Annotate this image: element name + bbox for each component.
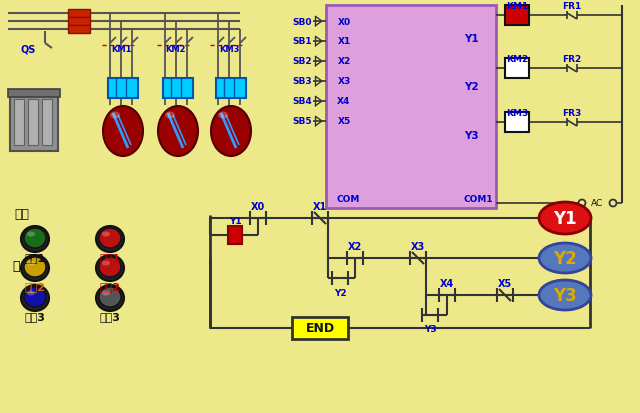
Text: Y2: Y2 <box>333 288 346 297</box>
Text: COM1: COM1 <box>463 194 493 203</box>
Ellipse shape <box>158 107 198 157</box>
Text: X3: X3 <box>411 242 425 252</box>
Ellipse shape <box>102 261 110 266</box>
Text: 启动2: 启动2 <box>24 281 45 291</box>
Text: Y3: Y3 <box>424 325 436 334</box>
Ellipse shape <box>539 202 591 235</box>
Bar <box>228 226 242 244</box>
Text: SB3: SB3 <box>292 77 312 86</box>
Ellipse shape <box>24 287 46 307</box>
Bar <box>505 6 529 26</box>
Text: AC: AC <box>591 199 603 208</box>
Text: X4: X4 <box>440 278 454 288</box>
Bar <box>68 26 90 34</box>
Ellipse shape <box>99 287 121 307</box>
Bar <box>505 113 529 133</box>
Text: X5: X5 <box>337 117 351 126</box>
Text: KM3: KM3 <box>506 108 528 117</box>
Ellipse shape <box>24 228 46 248</box>
Ellipse shape <box>110 112 120 119</box>
Text: COM: COM <box>336 194 360 203</box>
Bar <box>8 90 60 98</box>
Bar <box>505 59 529 79</box>
Text: 电源: 电源 <box>15 207 29 220</box>
Text: X0: X0 <box>337 17 351 26</box>
Text: Y3: Y3 <box>464 131 478 141</box>
Circle shape <box>579 200 586 207</box>
Text: FR1: FR1 <box>563 2 582 10</box>
Text: SB1: SB1 <box>292 38 312 46</box>
Bar <box>10 94 58 152</box>
Ellipse shape <box>99 257 121 277</box>
Text: SB2: SB2 <box>292 57 312 66</box>
Text: KM1: KM1 <box>506 2 528 10</box>
Bar <box>68 18 90 26</box>
Ellipse shape <box>103 107 143 157</box>
Text: X2: X2 <box>337 57 351 66</box>
Bar <box>108 79 138 99</box>
Ellipse shape <box>218 112 228 119</box>
Text: QS: QS <box>20 45 36 55</box>
Text: KM3: KM3 <box>219 44 239 53</box>
Text: X2: X2 <box>348 242 362 252</box>
Ellipse shape <box>96 226 124 252</box>
Text: Y1: Y1 <box>228 217 241 226</box>
Text: X1: X1 <box>313 202 327 211</box>
Text: FR2: FR2 <box>563 55 582 63</box>
Text: X0: X0 <box>251 202 265 211</box>
Ellipse shape <box>96 285 124 311</box>
Text: Y1: Y1 <box>464 34 478 44</box>
Text: KM1: KM1 <box>111 44 131 53</box>
Text: X4: X4 <box>337 97 351 106</box>
Bar <box>216 79 246 99</box>
Text: SB4: SB4 <box>292 97 312 106</box>
Text: 启动3: 启动3 <box>24 311 45 321</box>
Text: 启动1: 启动1 <box>24 252 45 262</box>
Ellipse shape <box>99 228 121 248</box>
Ellipse shape <box>21 255 49 281</box>
Ellipse shape <box>27 261 35 266</box>
Ellipse shape <box>211 107 251 157</box>
Ellipse shape <box>21 285 49 311</box>
Bar <box>292 317 348 339</box>
Ellipse shape <box>102 291 110 296</box>
Ellipse shape <box>27 291 35 296</box>
Text: 停止3: 停止3 <box>100 311 120 321</box>
Text: 🔥: 🔥 <box>12 259 20 272</box>
Text: X3: X3 <box>337 77 351 86</box>
Text: Y2: Y2 <box>464 82 478 92</box>
Text: Y3: Y3 <box>553 286 577 304</box>
Ellipse shape <box>21 226 49 252</box>
Text: X5: X5 <box>498 278 512 288</box>
Text: END: END <box>305 322 335 335</box>
Text: 停止2: 停止2 <box>99 281 120 291</box>
Text: Y2: Y2 <box>553 249 577 267</box>
Text: FR3: FR3 <box>563 108 582 117</box>
Ellipse shape <box>102 232 110 237</box>
Bar <box>68 10 90 18</box>
Bar <box>163 79 193 99</box>
Ellipse shape <box>96 255 124 281</box>
Text: SB0: SB0 <box>292 17 312 26</box>
Ellipse shape <box>165 112 175 119</box>
Text: Y1: Y1 <box>553 209 577 228</box>
Bar <box>42 100 52 146</box>
Ellipse shape <box>27 232 35 237</box>
Bar <box>326 6 496 209</box>
Text: X1: X1 <box>337 38 351 46</box>
Text: KM2: KM2 <box>166 44 186 53</box>
Bar <box>14 100 24 146</box>
Ellipse shape <box>24 257 46 277</box>
Ellipse shape <box>539 280 591 310</box>
Bar <box>28 100 38 146</box>
Ellipse shape <box>539 243 591 273</box>
Circle shape <box>609 200 616 207</box>
Text: 停止1: 停止1 <box>99 252 120 262</box>
Text: KM2: KM2 <box>506 55 528 63</box>
Text: SB5: SB5 <box>292 117 312 126</box>
